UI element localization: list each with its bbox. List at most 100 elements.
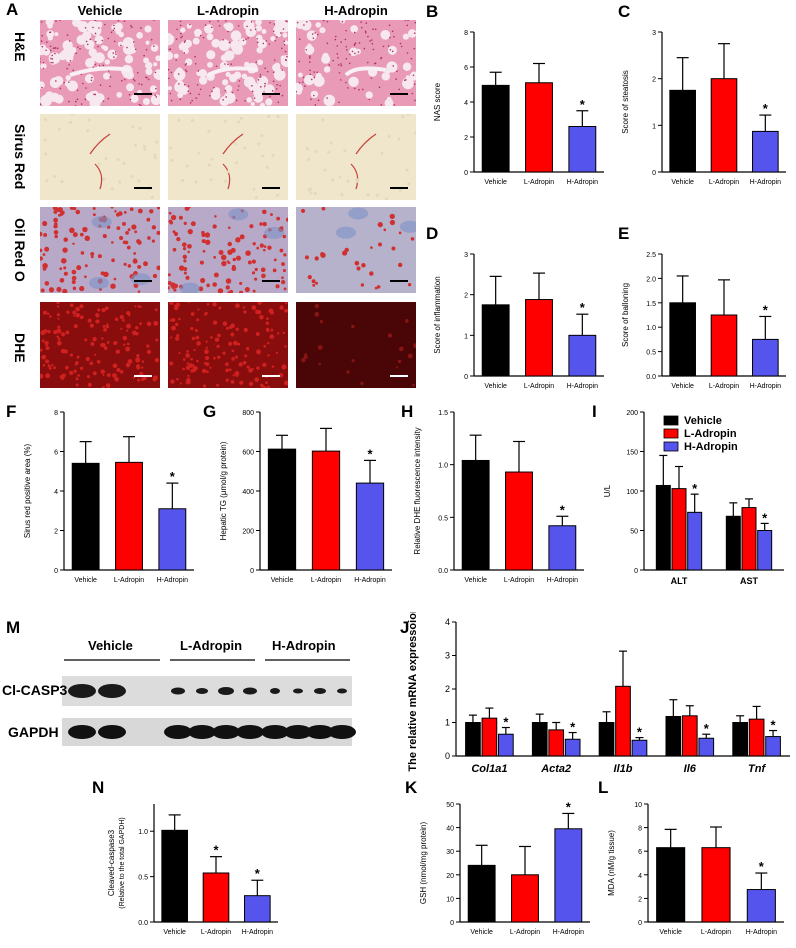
chart-mda: 0 2 4 6 8 10 MDA (nM/g tissue) Vehicle L-Adropin…	[607, 802, 784, 936]
chart-mrna-expression: 0 1 2 3 4 The relative mRNA expressoion * Col1a…	[407, 612, 790, 775]
chart-ballooning: 0.0 0.5 1.0 1.5 2.0 2.5 Score of balloning Vehi…	[621, 252, 786, 390]
significance-star: *	[759, 859, 765, 874]
micrograph-oil-2	[168, 207, 288, 293]
y-tick-label: 6	[464, 65, 468, 72]
bar-il6-h-adropin	[698, 737, 715, 757]
significance-star: *	[762, 510, 768, 525]
significance-star: *	[763, 302, 769, 317]
micrograph-dhe-1	[40, 302, 160, 388]
y-tick-label: 1.0	[138, 829, 148, 836]
y-tick-label: 3	[652, 30, 656, 37]
bar-col1a1-h-adropin	[498, 733, 514, 757]
bar-il1b-l-adropin	[615, 685, 631, 757]
panel-letter-i: I	[592, 402, 597, 421]
y-axis-label: The relative mRNA expressoion	[407, 612, 419, 772]
chart-cleaved-caspase3: 0.0 0.5 1.0 Cleaved-caspase3 (Relative to th…	[107, 804, 278, 936]
y-tick-label: 4	[54, 489, 58, 496]
micrograph-oil-1	[40, 207, 160, 293]
bar-acta2-h-adropin	[564, 738, 581, 757]
legend-swatch	[663, 415, 679, 426]
panel-letter-f: F	[6, 402, 17, 421]
y-tick-label: 2	[652, 77, 656, 84]
band-casp3-lane-5	[218, 687, 234, 695]
y-axis-label: NAS score	[433, 82, 442, 121]
band-label-casp3: Cl-CASP3	[2, 682, 68, 698]
chart-hepatic-tg: 0 200 400 600 800 Hepatic TG (μmol/g protein)…	[219, 410, 392, 584]
y-axis-label: Sirus red positive area (%)	[23, 444, 32, 539]
x-tick-label: L-Adropin	[524, 383, 554, 390]
bar-vehicle	[481, 84, 510, 173]
chart-inflammation: 0 1 2 3 Score of inflammation Vehicle L-Adropi…	[433, 252, 604, 390]
micrograph-sirius-1	[40, 114, 160, 200]
band-gapdh-lane-9	[306, 725, 334, 739]
bar-vehicle	[71, 462, 100, 571]
chart-sirius-red-area: 0 2 4 6 8 Sirus red positive area (%) Vehicle L…	[23, 410, 194, 584]
panel-letter-d: D	[426, 224, 439, 243]
bar-h-adropin	[752, 130, 779, 173]
x-tick-label: L-Adropin	[114, 577, 144, 584]
y-tick-label: 0	[450, 920, 454, 927]
micrograph-he-2	[168, 20, 288, 106]
x-tick-label: H-Adropin	[242, 929, 274, 936]
y-tick-label: 30	[446, 849, 454, 856]
bar-vehicle	[461, 459, 490, 571]
y-tick-label: 1.0	[438, 463, 448, 470]
x-tick-label: Tnf	[748, 763, 766, 775]
bar-h-adropin	[158, 508, 187, 571]
y-tick-label: 1.5	[438, 410, 448, 417]
micrograph-dhe-3	[296, 302, 416, 388]
y-tick-label: 1	[445, 718, 450, 728]
y-tick-label: 0.0	[646, 374, 656, 381]
bar-l-adropin	[525, 299, 553, 377]
bar-l-adropin	[710, 78, 738, 173]
y-tick-label: 0	[464, 374, 468, 381]
significance-star: *	[570, 720, 576, 735]
y-tick-label: 3	[464, 252, 468, 259]
y-tick-label: 0.5	[138, 875, 148, 882]
significance-star: *	[255, 866, 261, 881]
y-tick-label: 0	[250, 568, 254, 575]
bar-ast-l-adropin	[741, 507, 757, 571]
y-tick-label: 4	[464, 100, 468, 107]
y-tick-label: 0.0	[438, 568, 448, 575]
y-tick-label: 40	[446, 826, 454, 833]
chart-alt-ast: 0 50 100 150 200 U/L * ALT * AST VehicleL-AdropinH…	[603, 410, 784, 586]
blot-group-h-adropin: H-Adropin	[272, 638, 336, 653]
y-tick-label: 600	[242, 450, 254, 457]
x-tick-label: H-Adropin	[157, 577, 189, 584]
band-gapdh-lane-3	[164, 725, 192, 739]
bar-h-adropin	[746, 889, 776, 923]
x-tick-label: L-Adropin	[709, 383, 739, 390]
y-tick-label: 0	[638, 920, 642, 927]
bar-vehicle	[481, 304, 510, 377]
y-axis-label: Score of steatosis	[621, 70, 630, 134]
y-tick-label: 0	[634, 568, 638, 575]
bar-il1b-vehicle	[598, 722, 615, 757]
y-tick-label: 1.5	[646, 301, 656, 308]
bar-il6-vehicle	[665, 715, 682, 757]
bar-l-adropin	[701, 847, 731, 923]
bar-vehicle	[267, 448, 297, 571]
y-tick-label: 10	[446, 896, 454, 903]
western-blot	[62, 659, 356, 746]
y-tick-label: 6	[638, 849, 642, 856]
legend-entry: H-Adropin	[684, 441, 738, 453]
bar-acta2-vehicle	[531, 722, 548, 757]
bar-l-adropin	[311, 450, 341, 571]
x-tick-label: L-Adropin	[311, 577, 341, 584]
x-tick-label: Vehicle	[470, 929, 493, 936]
band-casp3-lane-6	[243, 687, 257, 695]
x-tick-label: Vehicle	[74, 577, 97, 584]
x-tick-label: H-Adropin	[547, 577, 579, 584]
blot-group-l-adropin: L-Adropin	[180, 638, 243, 653]
x-tick-label: H-Adropin	[750, 179, 782, 186]
y-tick-label: 2	[638, 896, 642, 903]
bar-h-adropin	[568, 334, 597, 377]
y-axis-label: MDA (nM/g tissue)	[607, 830, 616, 896]
x-tick-label: Vehicle	[671, 179, 694, 186]
significance-star: *	[213, 843, 219, 858]
x-tick-label: H-Adropin	[553, 929, 585, 936]
bar-l-adropin	[202, 872, 230, 923]
y-tick-label: 8	[54, 410, 58, 417]
y-tick-label: 6	[54, 450, 58, 457]
